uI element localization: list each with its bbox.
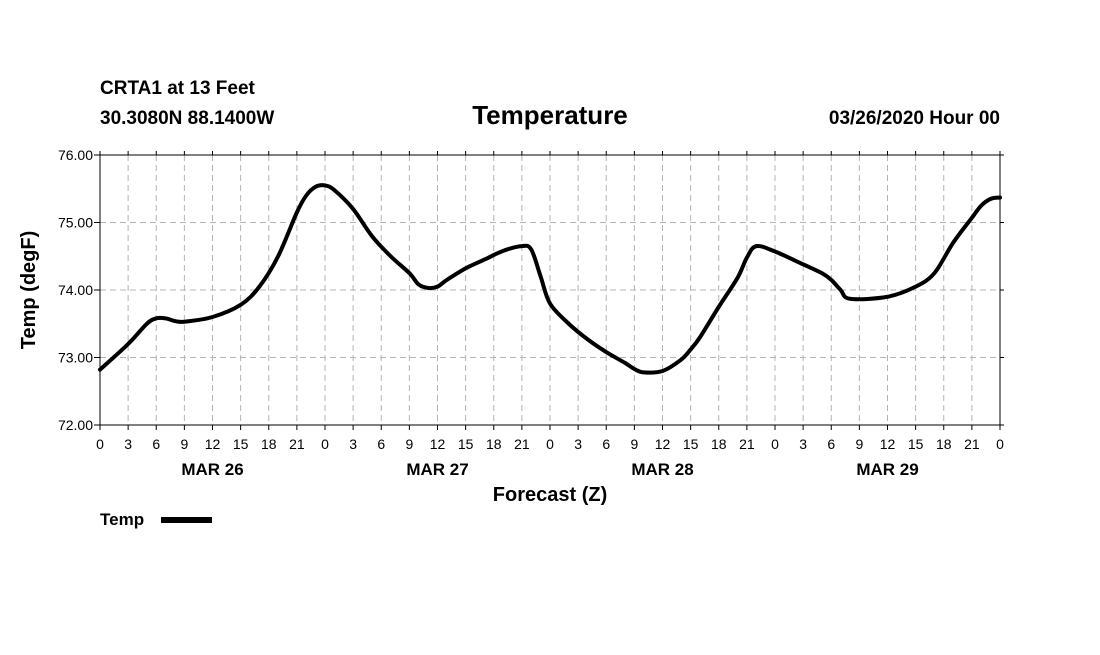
x-tick-label: 6: [827, 436, 835, 452]
x-tick-label: 15: [908, 436, 924, 452]
x-tick-label: 3: [124, 436, 132, 452]
x-tick-label: 15: [683, 436, 699, 452]
x-tick-label: 9: [405, 436, 413, 452]
series-line-temp: [98, 183, 1002, 375]
x-tick-label: 0: [996, 436, 1004, 452]
station-label: CRTA1 at 13 Feet: [100, 78, 256, 99]
date-label: MAR 29: [856, 460, 918, 479]
x-tick-label: 6: [602, 436, 610, 452]
x-tick-label: 9: [180, 436, 188, 452]
x-tick-label: 6: [152, 436, 160, 452]
y-tick-label: 74.00: [58, 282, 93, 298]
series-layer: [98, 183, 1002, 375]
date-label: MAR 26: [181, 460, 243, 479]
x-tick-label: 12: [655, 436, 671, 452]
x-tick-label: 0: [321, 436, 329, 452]
x-axis-ticks: 0 3 6 9 12 15 18 21 0 3 6 9 12 15 18 21 0 3 6 9 12 15 18 21 0 3 6 9…: [96, 151, 1004, 452]
x-tick-label: 21: [739, 436, 755, 452]
x-tick-label: 6: [377, 436, 385, 452]
x-tick-label: 18: [936, 436, 952, 452]
forecast-datetime: 03/26/2020 Hour 00: [829, 108, 1000, 129]
x-tick-label: 0: [771, 436, 779, 452]
x-tick-label: 15: [458, 436, 474, 452]
x-tick-label: 18: [261, 436, 277, 452]
x-tick-label: 3: [574, 436, 582, 452]
x-tick-label: 9: [855, 436, 863, 452]
x-axis-label: Forecast (Z): [493, 484, 607, 506]
y-tick-label: 76.00: [58, 147, 93, 163]
y-tick-label: 72.00: [58, 417, 93, 433]
legend: Temp: [100, 510, 212, 529]
station-coordinates: 30.3080N 88.1400W: [100, 108, 274, 129]
y-axis-label: Temp (degF): [18, 231, 40, 350]
x-tick-label: 21: [289, 436, 305, 452]
x-tick-label: 0: [96, 436, 104, 452]
date-label: MAR 27: [406, 460, 468, 479]
x-tick-label: 12: [205, 436, 221, 452]
y-tick-label: 73.00: [58, 350, 93, 366]
y-tick-label: 75.00: [58, 215, 93, 231]
x-tick-label: 3: [799, 436, 807, 452]
x-tick-label: 18: [711, 436, 727, 452]
grid-lines: [100, 155, 1000, 425]
x-tick-label: 12: [430, 436, 446, 452]
x-tick-label: 15: [233, 436, 249, 452]
x-tick-label: 21: [964, 436, 980, 452]
x-tick-label: 0: [546, 436, 554, 452]
date-labels: MAR 26 MAR 27 MAR 28 MAR 29: [181, 460, 918, 479]
date-label: MAR 28: [631, 460, 693, 479]
y-axis-ticks: 72.00 73.00 74.00 75.00 76.00: [58, 147, 1004, 433]
legend-entry-temp: Temp: [100, 510, 144, 529]
x-tick-label: 21: [514, 436, 530, 452]
x-tick-label: 12: [880, 436, 896, 452]
x-tick-label: 3: [349, 436, 357, 452]
chart-title: Temperature: [472, 100, 628, 130]
plot-frame: [99, 154, 1001, 426]
x-tick-label: 18: [486, 436, 502, 452]
x-tick-label: 9: [630, 436, 638, 452]
